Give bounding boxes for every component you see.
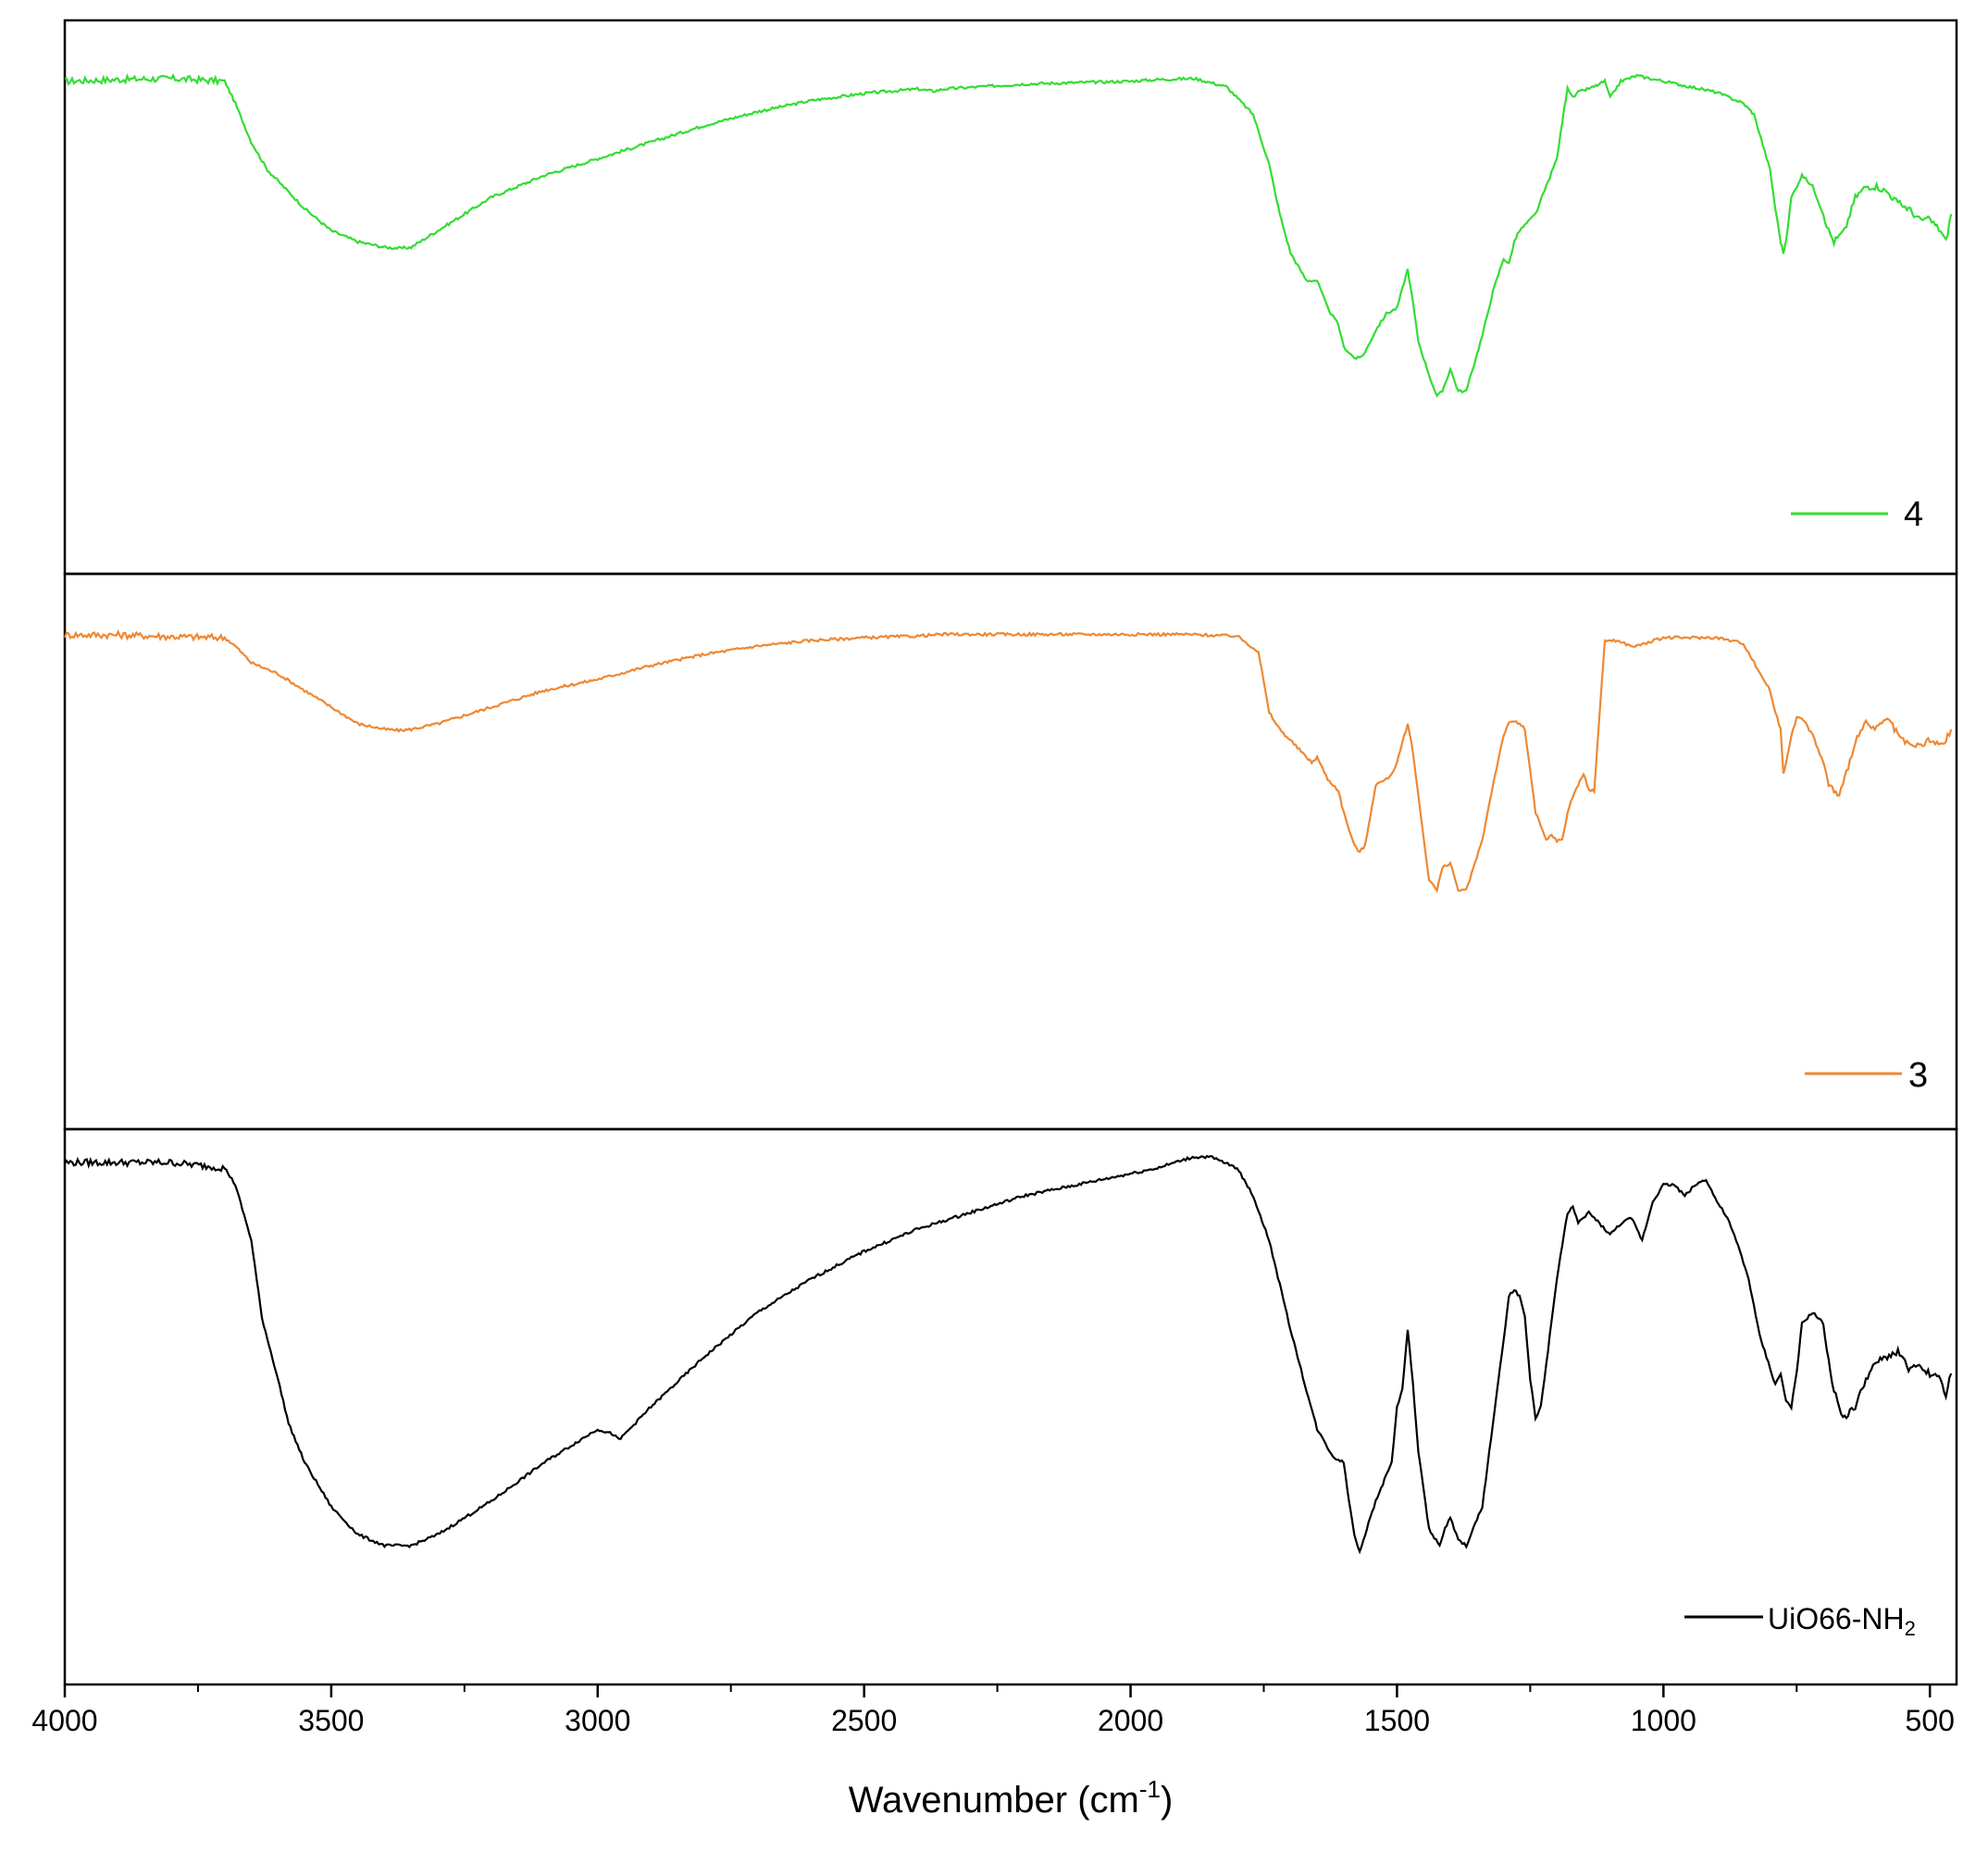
legend-4: 4	[1791, 495, 1923, 534]
series-3-line	[63, 629, 1953, 893]
legend-uio66-label-main: UiO66-NH	[1768, 1602, 1905, 1635]
x-tick-label: 500	[1906, 1704, 1955, 1737]
panel-uio66-frame	[63, 1127, 1958, 1686]
series-4-line	[64, 72, 1953, 398]
x-tick-label: 4000	[31, 1704, 97, 1737]
x-axis-title-superscript: -1	[1139, 1775, 1161, 1803]
panel-4-frame	[63, 19, 1958, 576]
panel-3: 3	[63, 572, 1958, 1131]
panel-4: 4	[63, 19, 1958, 576]
legend-uio66-label: UiO66-NH2	[1768, 1602, 1916, 1640]
x-tick-label: 1500	[1364, 1704, 1430, 1737]
x-tick-label: 2000	[1098, 1704, 1163, 1737]
legend-uio66: UiO66-NH2	[1684, 1602, 1916, 1640]
x-tick-label: 3500	[298, 1704, 364, 1737]
x-tick-label: 1000	[1631, 1704, 1696, 1737]
x-axis-title: Wavenumber (cm-1)	[849, 1775, 1174, 1821]
panel-3-frame	[63, 572, 1958, 1131]
x-axis: 4000 3500 3000 2500 2000 1500 1000 500	[31, 1684, 1955, 1737]
legend-3: 3	[1805, 1056, 1928, 1095]
x-axis-title-suffix: )	[1161, 1780, 1173, 1821]
series-uio66-nh2-line	[64, 1154, 1953, 1555]
legend-4-label: 4	[1904, 495, 1923, 534]
panel-uio66: UiO66-NH2	[63, 1127, 1958, 1686]
x-axis-title-main: Wavenumber (cm	[849, 1780, 1139, 1821]
x-tick-label: 2500	[831, 1704, 897, 1737]
legend-3-label: 3	[1908, 1056, 1928, 1095]
x-tick-label: 3000	[565, 1704, 630, 1737]
legend-uio66-label-subscript: 2	[1905, 1617, 1916, 1640]
